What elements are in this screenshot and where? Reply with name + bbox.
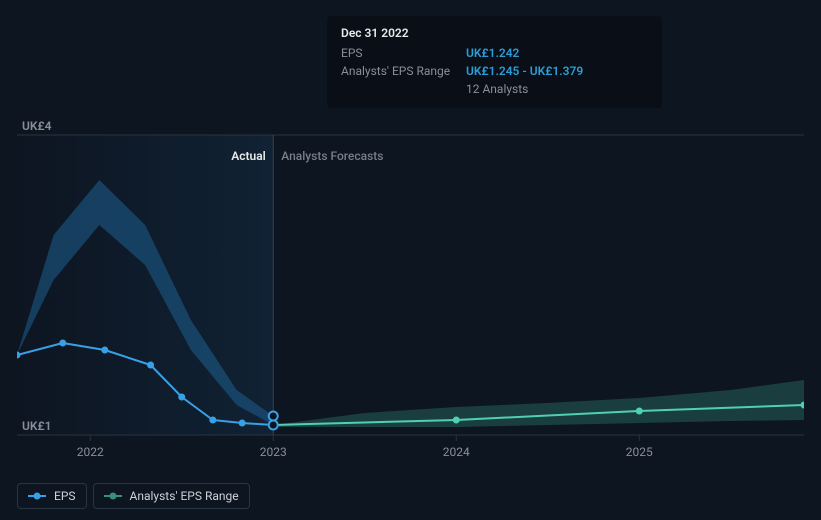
tooltip-value: UK£1.242 <box>466 46 519 60</box>
x-axis-label: 2025 <box>626 445 653 459</box>
legend-swatch-icon <box>28 491 46 501</box>
tooltip-value: UK£1.245 - UK£1.379 <box>466 64 583 78</box>
x-axis-label: 2022 <box>77 445 104 459</box>
legend-label: EPS <box>54 489 76 503</box>
actual-region-label: Actual <box>231 149 266 163</box>
chart-tooltip: Dec 31 2022 EPSUK£1.242Analysts' EPS Ran… <box>327 16 662 108</box>
tooltip-label: EPS <box>341 46 466 60</box>
legend-label: Analysts' EPS Range <box>130 489 239 503</box>
tooltip-row: EPSUK£1.242 <box>341 46 648 60</box>
legend-swatch-icon <box>104 491 122 501</box>
y-axis-label: UK£4 <box>22 119 51 133</box>
y-axis-label: UK£1 <box>22 419 51 433</box>
legend-eps[interactable]: EPS <box>17 483 87 509</box>
legend-eps-range[interactable]: Analysts' EPS Range <box>93 483 250 509</box>
tooltip-row: Analysts' EPS RangeUK£1.245 - UK£1.379 <box>341 64 648 78</box>
x-axis-label: 2024 <box>443 445 470 459</box>
eps-chart <box>17 125 804 460</box>
x-axis-label: 2023 <box>260 445 287 459</box>
chart-legend: EPS Analysts' EPS Range <box>17 483 250 509</box>
tooltip-analyst-count: 12 Analysts <box>466 82 648 96</box>
forecast-region-label: Analysts Forecasts <box>281 149 383 163</box>
tooltip-label: Analysts' EPS Range <box>341 64 466 78</box>
chart-svg <box>17 125 804 460</box>
tooltip-date: Dec 31 2022 <box>341 26 648 40</box>
